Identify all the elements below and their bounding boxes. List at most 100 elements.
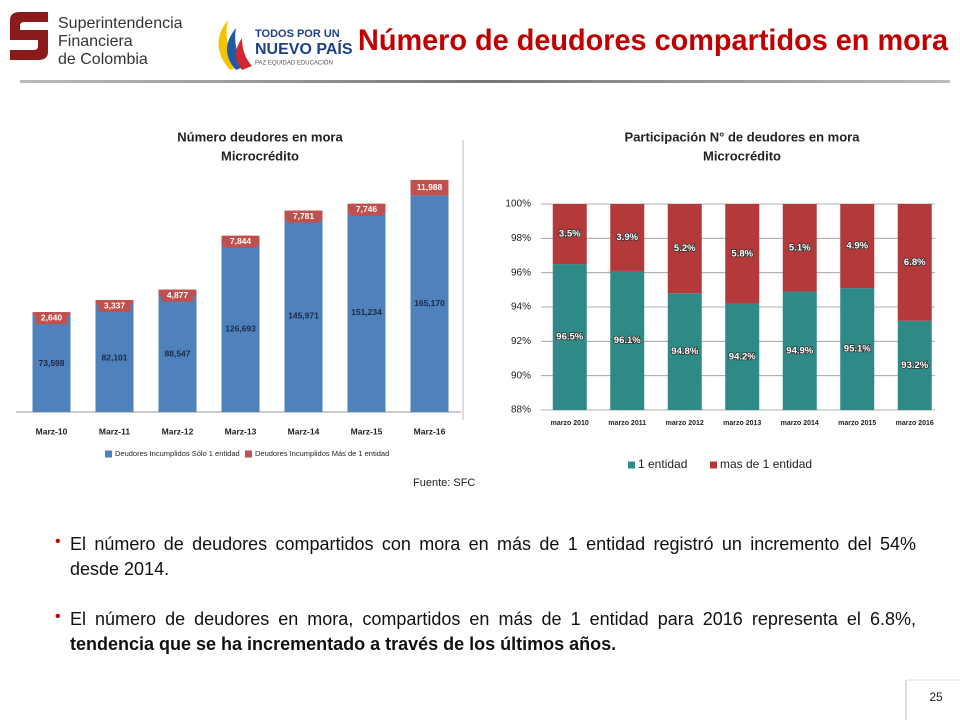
logo-text: de Colombia <box>58 51 148 68</box>
data-label: 4.9% <box>846 241 868 252</box>
logo-text: NUEVO PAÍS <box>255 39 353 58</box>
x-tick-label: marzo 2010 <box>551 420 589 427</box>
chart-title: Microcrédito <box>703 148 781 163</box>
x-tick-label: Marz-12 <box>162 426 194 436</box>
data-label: 7,781 <box>293 211 315 221</box>
slide-title: Número de deudores compartidos en mora <box>358 24 948 57</box>
data-label: 7,746 <box>356 204 378 214</box>
label-box <box>35 312 68 325</box>
data-label: 126,693 <box>225 323 256 333</box>
x-tick-label: Marz-13 <box>225 426 257 436</box>
bar-segment <box>782 291 817 410</box>
y-tick-label: 98% <box>511 233 531 244</box>
x-tick-label: marzo 2012 <box>666 420 704 427</box>
data-label: 7,844 <box>230 236 252 246</box>
bar-segment <box>897 204 932 321</box>
data-label: 5.8% <box>731 248 753 259</box>
bar-segment <box>95 304 134 412</box>
x-tick-label: Marz-14 <box>288 426 320 436</box>
page-number: 25 <box>929 690 943 704</box>
bar-segment <box>32 315 71 412</box>
bullet-bold: tendencia que se ha incrementado a travé… <box>70 634 617 654</box>
bar-segment <box>840 288 875 410</box>
bar-segment <box>667 293 702 410</box>
data-label: 151,234 <box>351 307 382 317</box>
x-tick-label: Marz-10 <box>36 426 68 436</box>
bar-segment <box>552 204 587 265</box>
bar-segment <box>347 213 386 412</box>
bullet: • El número de deudores en mora, comparti… <box>55 607 916 657</box>
x-tick-label: marzo 2013 <box>723 420 761 427</box>
bar-segment <box>782 204 817 292</box>
bar-segment <box>667 204 702 294</box>
data-label: 73,598 <box>39 358 65 368</box>
label-box <box>161 289 194 302</box>
bar-segment <box>725 303 760 410</box>
bar-segment <box>221 246 260 412</box>
y-tick-label: 100% <box>505 199 531 210</box>
y-tick-label: 96% <box>511 267 531 278</box>
bullet-dot: • <box>55 608 61 625</box>
data-label: 4,877 <box>167 290 189 300</box>
logo-sfc: Superintendencia Financiera de Colombia <box>10 12 183 68</box>
x-tick-label: Marz-16 <box>414 426 446 436</box>
x-tick-label: marzo 2011 <box>608 420 646 427</box>
legend-label: mas de 1 entidad <box>720 457 812 471</box>
data-label: 94.2% <box>729 351 756 362</box>
x-tick-label: Marz-11 <box>99 426 130 436</box>
x-tick-label: marzo 2015 <box>838 420 876 427</box>
bar-segment <box>552 264 587 410</box>
data-label: 11,988 <box>417 182 443 192</box>
legend-label: 1 entidad <box>638 457 687 471</box>
legend-swatch <box>710 461 717 469</box>
logo-mark <box>10 12 48 60</box>
bullet-text: El número de deudores compartidos con mo… <box>70 534 916 579</box>
bar-segment <box>610 204 645 271</box>
label-box <box>224 235 257 248</box>
logo-text: Financiera <box>58 33 133 50</box>
data-label: 5.2% <box>674 243 696 254</box>
label-box <box>413 181 446 194</box>
bar-segment <box>725 204 760 304</box>
y-tick-label: 88% <box>511 405 531 416</box>
chart-title: Número deudores en mora <box>177 129 343 144</box>
bar-segment <box>284 220 323 412</box>
data-label: 88,547 <box>165 348 191 358</box>
chart-title: Participación N° de deudores en mora <box>625 129 861 144</box>
legend-label: Deudores Incumplidos Más de 1 entidad <box>255 449 389 458</box>
header-rule <box>20 80 950 83</box>
bar-segment <box>610 270 645 410</box>
data-label: 82,101 <box>102 352 128 362</box>
data-label: 6.8% <box>904 257 926 268</box>
logo-mark <box>236 38 252 70</box>
logo-text: Superintendencia <box>58 15 183 32</box>
logo-text: TODOS POR UN <box>255 28 340 40</box>
bullet-text: El número de deudores en mora, compartid… <box>70 609 916 629</box>
data-label: 2,640 <box>41 312 63 322</box>
data-label: 93.2% <box>901 360 928 371</box>
data-label: 5.1% <box>789 242 811 253</box>
legend-swatch <box>245 450 252 458</box>
legend-swatch <box>628 461 635 469</box>
data-label: 95.1% <box>844 344 871 355</box>
y-tick-label: 90% <box>511 370 531 381</box>
x-tick-label: Marz-15 <box>351 426 383 436</box>
data-label: 96.1% <box>614 335 641 346</box>
label-box <box>350 203 383 216</box>
logo-mark <box>227 28 246 70</box>
bar-segment <box>410 195 449 412</box>
data-label: 3.5% <box>559 229 581 240</box>
data-label: 165,170 <box>414 298 445 308</box>
bullet: • El número de deudores compartidos con m… <box>55 532 916 582</box>
label-box <box>287 210 320 223</box>
y-tick-label: 92% <box>511 336 531 347</box>
data-label: 96.5% <box>556 332 583 343</box>
y-tick-label: 94% <box>511 302 531 313</box>
source: Fuente: SFC <box>413 477 475 489</box>
logo-mark <box>218 20 240 70</box>
logo-text: PAZ EQUIDAD EDUCACIÓN <box>255 60 333 67</box>
data-label: 3,337 <box>104 300 126 310</box>
bullet-dot: • <box>55 533 61 550</box>
